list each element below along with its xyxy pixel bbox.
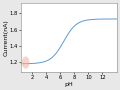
Ellipse shape — [22, 56, 30, 69]
Y-axis label: Current(nA): Current(nA) — [3, 19, 9, 56]
X-axis label: pH: pH — [65, 82, 73, 86]
